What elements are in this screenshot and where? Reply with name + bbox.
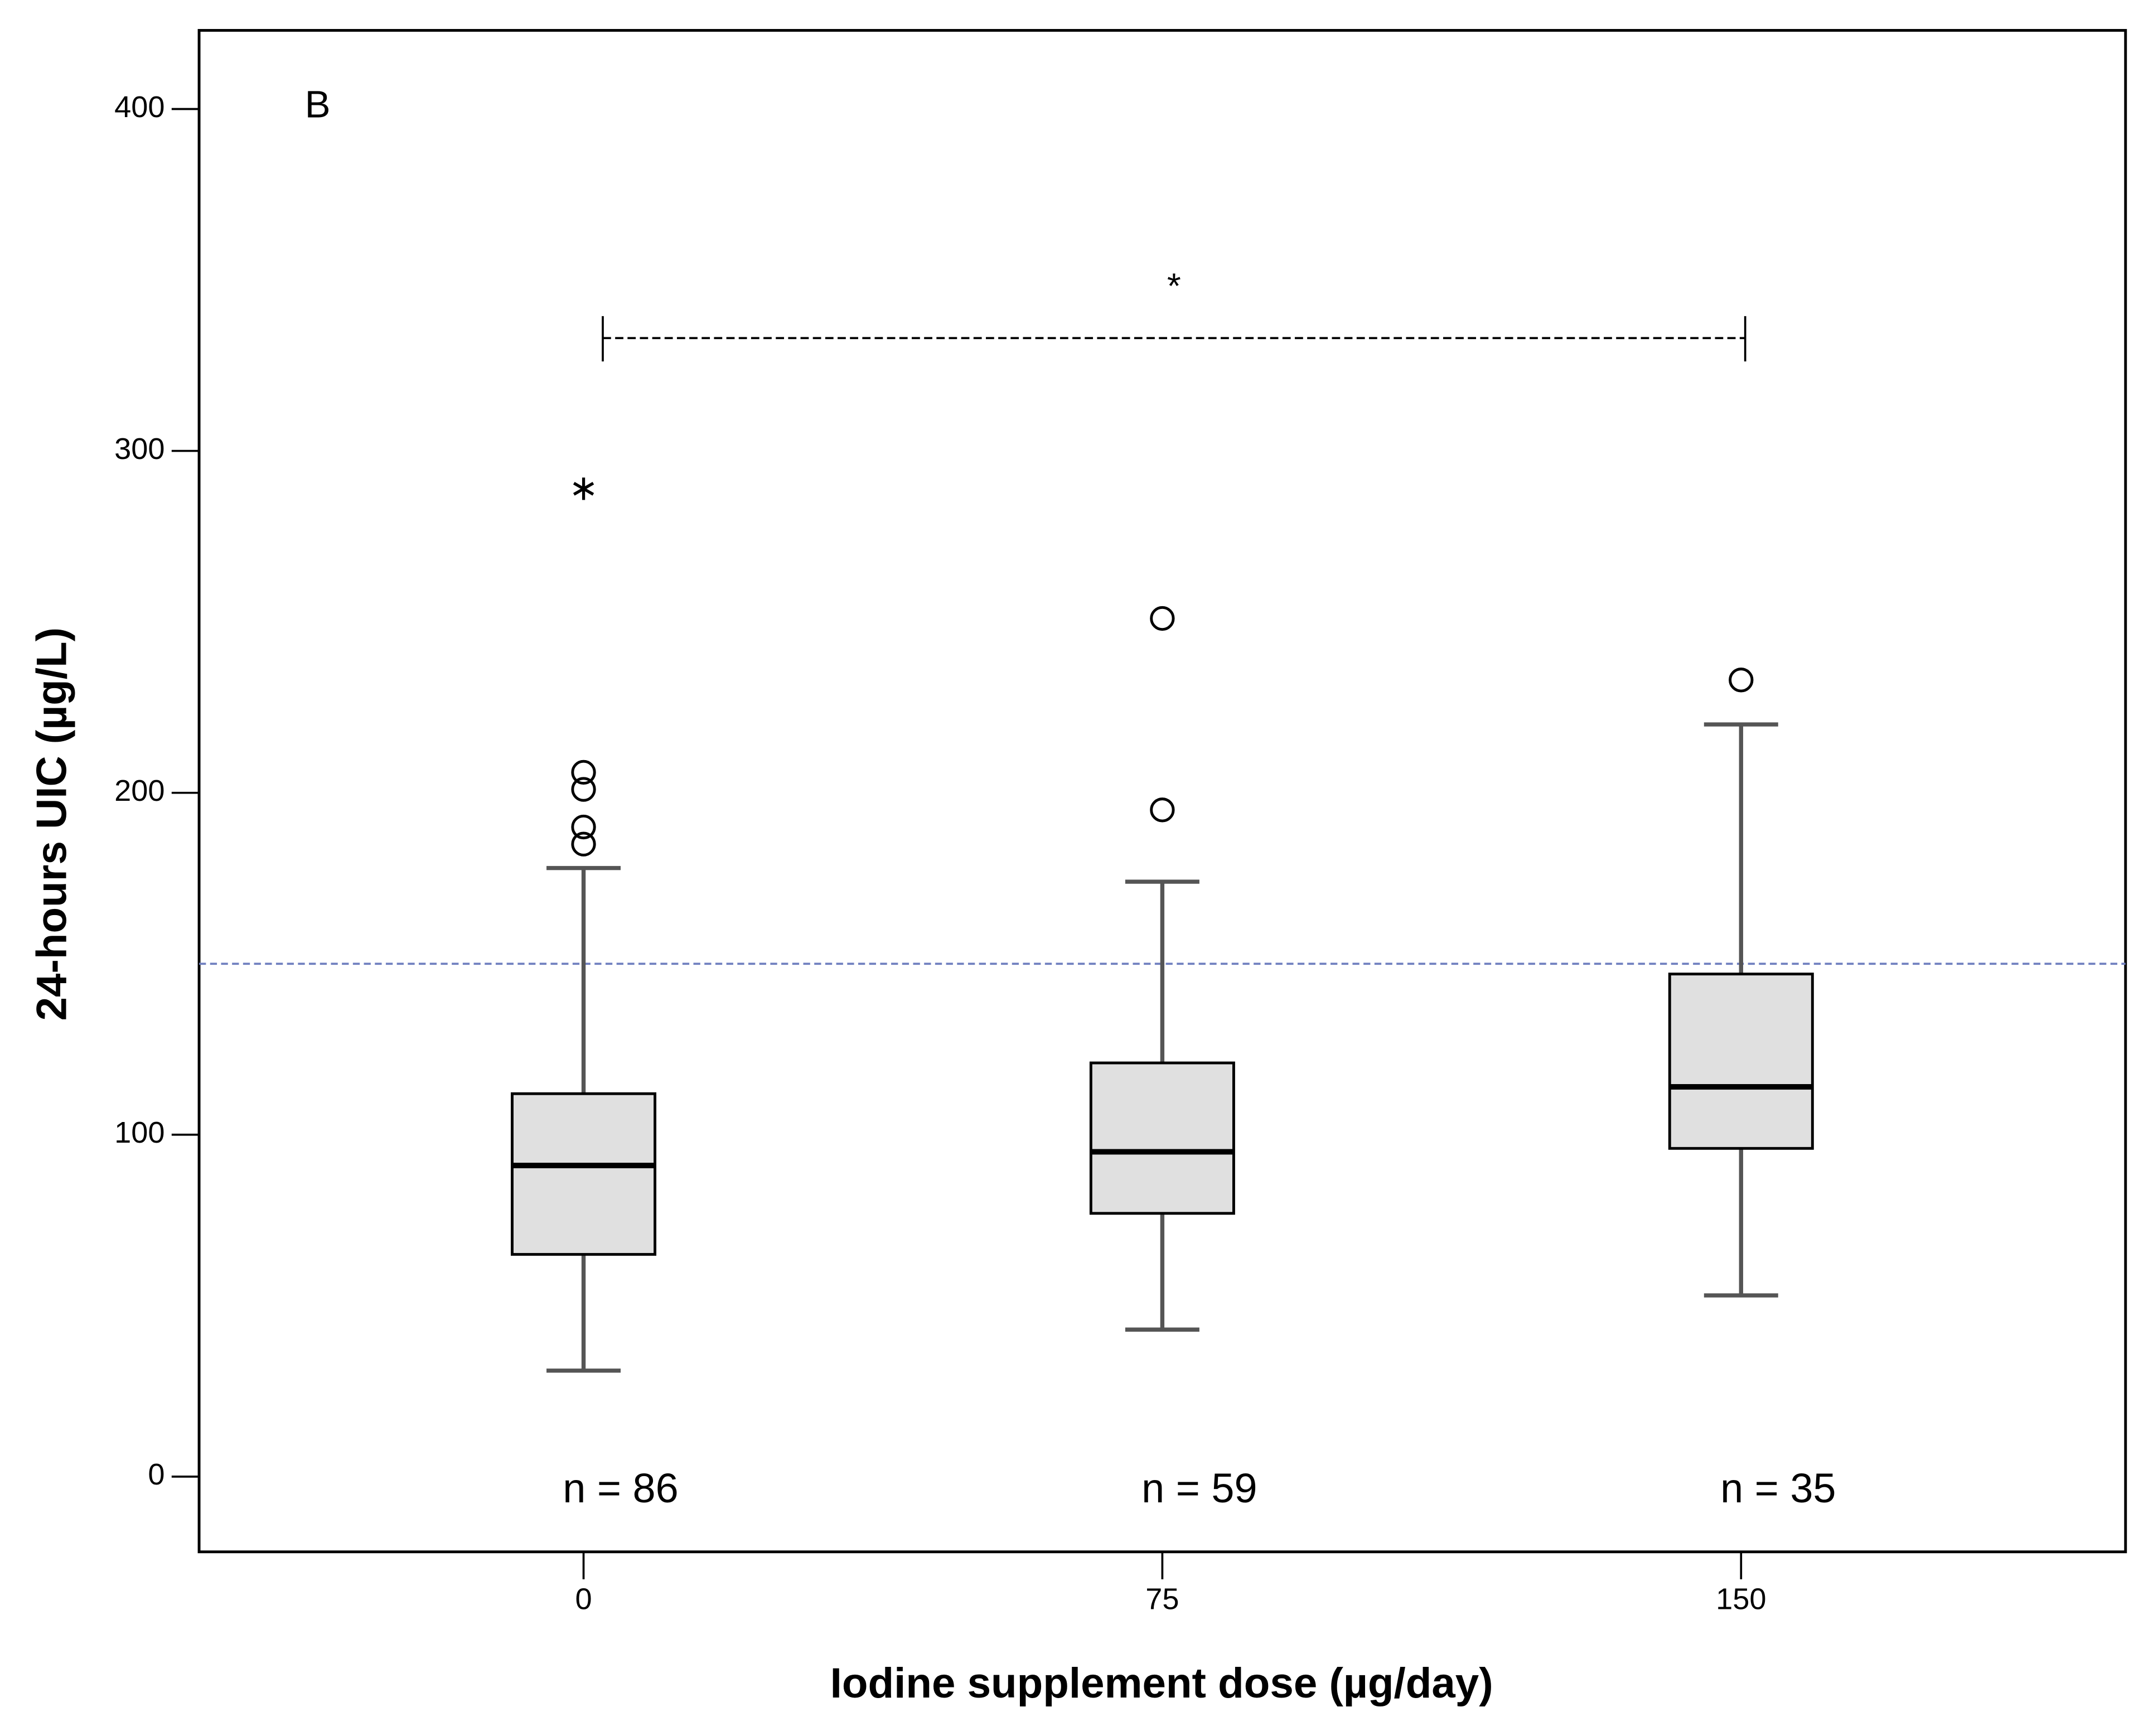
n-label: n = 59 bbox=[1141, 1465, 1257, 1511]
y-tick-label: 100 bbox=[114, 1116, 165, 1149]
y-tick-label: 200 bbox=[114, 774, 165, 807]
outlier bbox=[571, 831, 596, 857]
box bbox=[1089, 1061, 1235, 1215]
y-axis-title: 24-hours UIC (µg/L) bbox=[28, 627, 76, 1021]
y-tick-label: 400 bbox=[114, 90, 165, 124]
x-tick-label: 0 bbox=[575, 1583, 592, 1616]
box bbox=[1668, 973, 1814, 1150]
outlier bbox=[571, 814, 596, 840]
outlier bbox=[571, 760, 596, 785]
box bbox=[511, 1092, 657, 1256]
x-tick-label: 150 bbox=[1716, 1583, 1766, 1616]
x-tick-label: 75 bbox=[1145, 1583, 1179, 1616]
outlier bbox=[1150, 797, 1175, 823]
significance-label: * bbox=[1167, 266, 1181, 306]
outlier bbox=[1150, 606, 1175, 631]
outlier bbox=[571, 777, 596, 802]
panel-label: B bbox=[305, 83, 331, 126]
y-tick-label: 0 bbox=[148, 1458, 165, 1491]
outlier bbox=[1729, 668, 1754, 693]
extreme: ∗ bbox=[569, 468, 599, 508]
n-label: n = 86 bbox=[563, 1465, 678, 1511]
y-tick-label: 300 bbox=[114, 432, 165, 466]
n-label: n = 35 bbox=[1720, 1465, 1836, 1511]
x-axis-title: Iodine supplement dose (µg/day) bbox=[830, 1660, 1493, 1707]
